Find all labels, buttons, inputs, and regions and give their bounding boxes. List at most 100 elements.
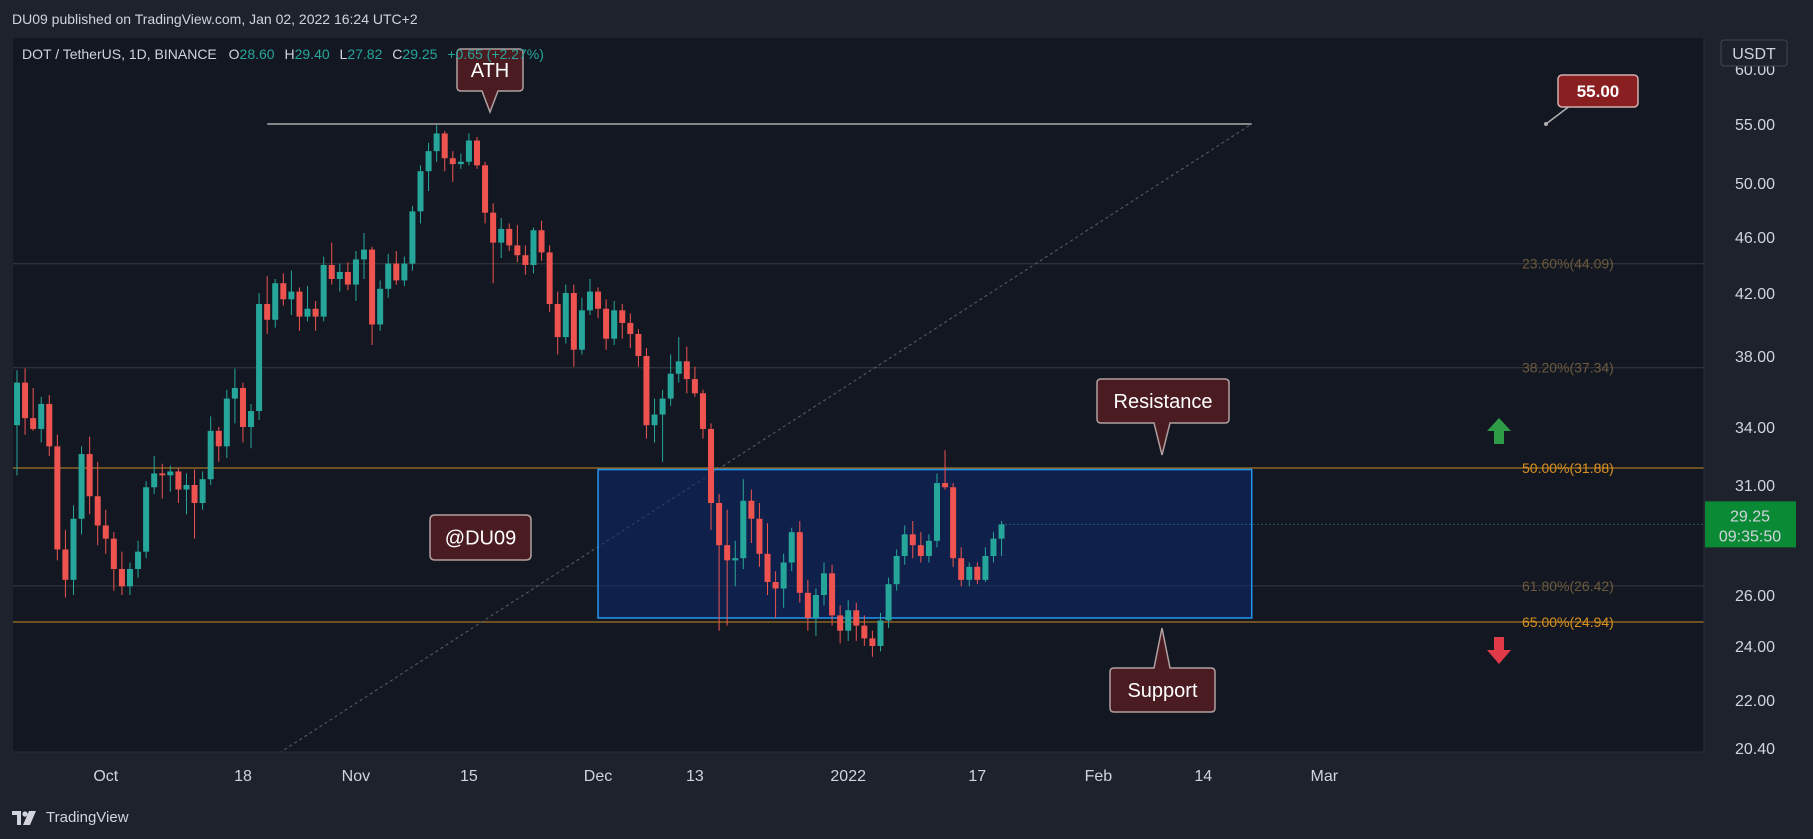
candle-body (772, 582, 779, 589)
candle-body (393, 263, 400, 281)
candle-body (740, 500, 747, 559)
arrow-up-icon (1487, 418, 1511, 444)
candle-body (804, 592, 811, 618)
candle-body (611, 310, 618, 339)
candle-body (498, 228, 505, 243)
candle-body (377, 288, 384, 325)
candle-body (223, 398, 230, 447)
candle-body (877, 620, 884, 646)
candle-body (54, 446, 61, 550)
candle-body (812, 595, 819, 618)
price-tick-label: 26.00 (1735, 588, 1775, 605)
candle-body (691, 379, 698, 394)
tradingview-brand[interactable]: TradingView (12, 809, 129, 826)
candle-body (304, 308, 311, 317)
candle-body (546, 252, 553, 305)
candle-body (554, 304, 561, 338)
candle-body (231, 387, 238, 399)
candle-body (490, 212, 497, 243)
candle-body (433, 133, 440, 152)
candle-body (950, 487, 957, 559)
candle-body (909, 534, 916, 546)
ath-price-badge: 55.00 (1544, 74, 1639, 126)
candle-body (110, 538, 117, 569)
time-tick-label: Dec (584, 768, 612, 785)
time-tick-label: 13 (686, 768, 704, 785)
last-price-value: 29.25 (1730, 508, 1770, 525)
candle-body (837, 615, 844, 631)
candle-body (893, 556, 900, 585)
time-axis[interactable]: Oct 18 Nov 15 Dec 13 2022 17 Feb 14 Mar (93, 768, 1338, 785)
candle-body (401, 263, 408, 281)
candle-body (780, 562, 787, 589)
ath-badge-text: 55.00 (1577, 82, 1620, 101)
support-resistance-zone (597, 468, 1253, 619)
fib-level-label: 50.00%(31.88) (1522, 460, 1614, 476)
resistance-callout: Resistance (1096, 378, 1230, 456)
candles (14, 125, 1005, 657)
candle-body (22, 382, 29, 419)
candle-body (441, 133, 448, 159)
candle-body (925, 540, 932, 556)
high-label: H (284, 46, 294, 62)
candle-body (586, 291, 593, 311)
time-tick-label: Oct (93, 768, 118, 785)
ath-callout-box (456, 48, 524, 115)
trend-diagonal-line (279, 123, 1252, 752)
candle-countdown: 09:35:50 (1719, 528, 1781, 545)
candle-body (417, 171, 424, 212)
candle-body (595, 291, 602, 309)
author-watermark: @DU09 (429, 514, 532, 561)
time-tick-label: Nov (342, 768, 370, 785)
time-tick-label: 2022 (830, 768, 866, 785)
candle-body (675, 361, 682, 374)
candle-body (344, 272, 351, 285)
arrow-down-icon (1487, 637, 1511, 664)
price-tick-label: 31.00 (1735, 478, 1775, 495)
candle-body (603, 308, 610, 339)
candle-body (312, 308, 319, 317)
candle-body (667, 373, 674, 399)
time-tick-label: Mar (1311, 768, 1339, 785)
candle-body (336, 272, 343, 279)
candle-body (885, 584, 892, 621)
candle-body (449, 158, 456, 165)
price-tick-label: 34.00 (1735, 420, 1775, 437)
candle-body (538, 230, 545, 253)
legend: DOT / TetherUS, 1D, BINANCE O28.60 H29.4… (22, 46, 544, 62)
candle-body (159, 473, 166, 476)
candle-body (756, 518, 763, 554)
tradingview-logo-icon (12, 810, 36, 825)
candle-body (30, 418, 37, 429)
candle-body (732, 558, 739, 561)
close-label: C (392, 46, 402, 62)
candle-body (352, 259, 359, 285)
fib-level-label: 23.60%(44.09) (1522, 256, 1614, 272)
open-label: O (229, 46, 240, 62)
time-tick-label: Feb (1085, 768, 1113, 785)
price-axis[interactable]: 60.0055.0050.0046.0042.0038.0034.0031.00… (1735, 62, 1775, 758)
candle-body (135, 551, 142, 569)
candle-body (191, 485, 198, 503)
candle-body (175, 471, 182, 490)
support-callout-text: Support (1127, 680, 1197, 702)
candle-body (457, 161, 464, 165)
close-value: 29.25 (402, 46, 437, 62)
candle-body (821, 573, 827, 595)
annotations: ATH Resistance Support @DU09 55.00 29.25 09:35… (429, 48, 1796, 713)
candle-body (264, 304, 271, 320)
candle-body (361, 249, 368, 260)
candle-body (239, 387, 246, 427)
currency-label[interactable]: USDT (1720, 39, 1788, 67)
candle-body (482, 165, 489, 213)
candle-body (328, 265, 335, 279)
candle-body (78, 454, 85, 519)
candle-body (118, 569, 125, 587)
candle-body (958, 558, 965, 580)
author-watermark-text: @DU09 (445, 528, 516, 550)
last-price-label: 29.25 09:35:50 (1001, 501, 1796, 548)
candle-body (869, 638, 876, 646)
candle-body (199, 479, 206, 503)
chart-panel[interactable] (13, 38, 1704, 752)
